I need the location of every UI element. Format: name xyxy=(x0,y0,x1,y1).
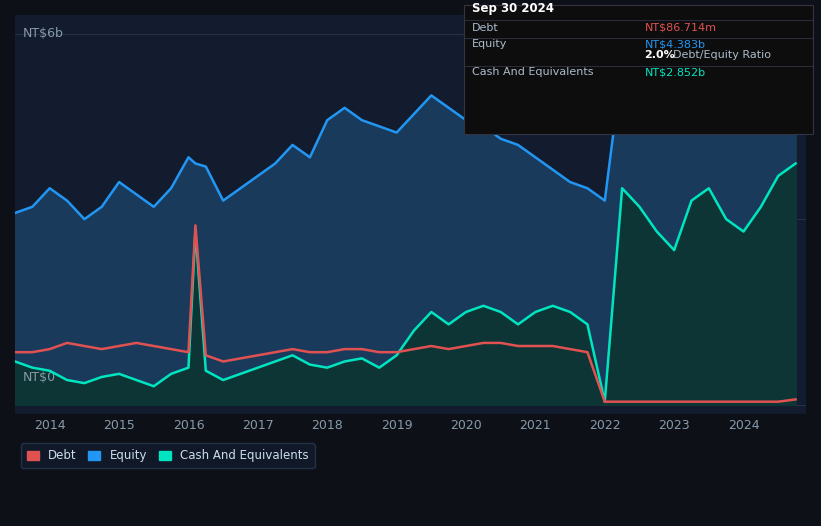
Text: Sep 30 2024: Sep 30 2024 xyxy=(472,2,554,15)
Text: 2.0%: 2.0% xyxy=(644,50,675,60)
Text: NT$2.852b: NT$2.852b xyxy=(644,67,705,77)
Text: Debt/Equity Ratio: Debt/Equity Ratio xyxy=(673,50,771,60)
Text: Debt: Debt xyxy=(472,23,499,33)
Text: Equity: Equity xyxy=(472,39,507,49)
Text: Cash And Equivalents: Cash And Equivalents xyxy=(472,67,594,77)
Text: NT$0: NT$0 xyxy=(23,371,56,384)
Text: NT$4.383b: NT$4.383b xyxy=(644,39,705,49)
Text: NT$6b: NT$6b xyxy=(23,27,64,40)
Legend: Debt, Equity, Cash And Equivalents: Debt, Equity, Cash And Equivalents xyxy=(21,443,314,468)
Text: NT$86.714m: NT$86.714m xyxy=(644,23,717,33)
